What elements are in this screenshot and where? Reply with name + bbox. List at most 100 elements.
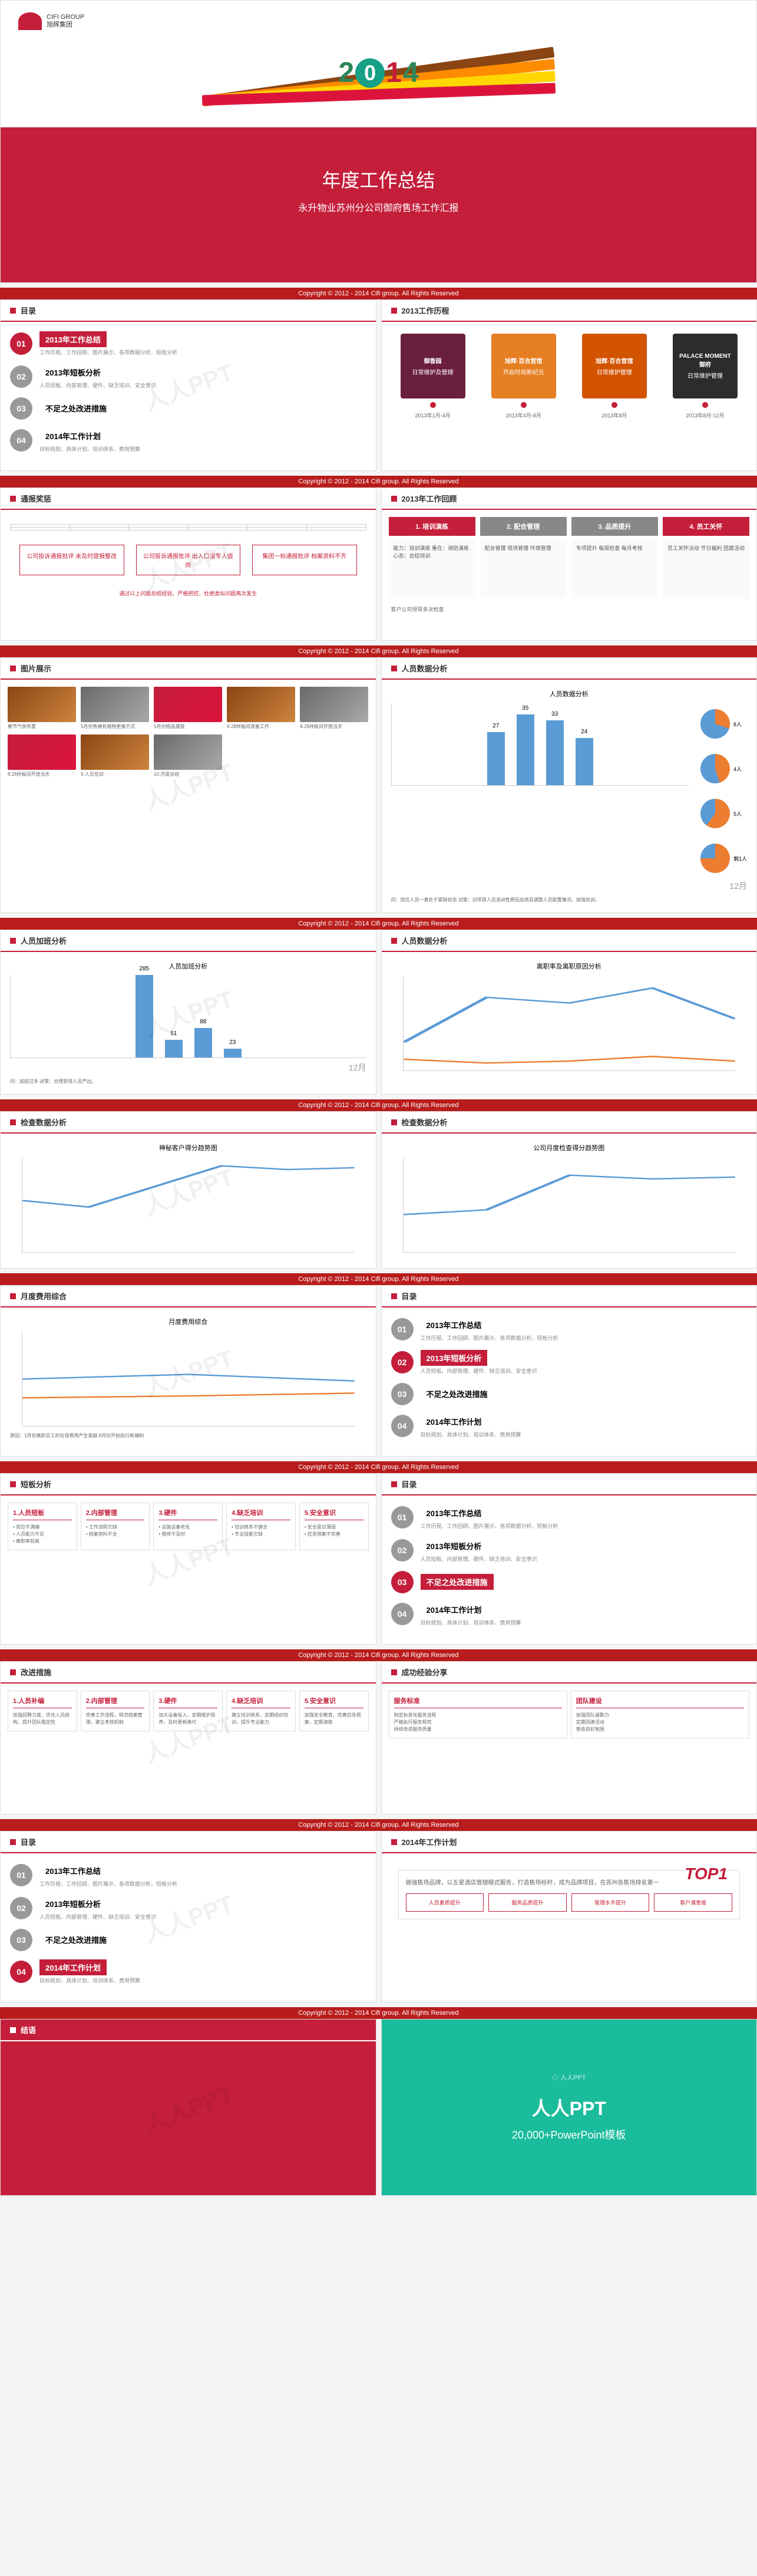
cover-title: 年度工作总结 [298,166,458,193]
review-col: 4. 员工关怀员工关怀活动 节日福利 团建活动 [663,517,749,598]
review-body: 专项提升 每周检查 每月考核 [571,539,658,598]
photo-wrap: 9.人员培训 [81,734,149,778]
toc-item: 01 2013年工作总结 工作历程、工作回顾、图片展示、各项数据分析、短板分析 [10,1863,366,1887]
toc-num: 04 [391,1415,414,1437]
pie-icon [700,754,730,783]
toc-main: 2013年工作总结 [421,1317,488,1333]
toc-num: 02 [391,1539,414,1562]
toc-item: 04 2014年工作计划 目标规划、具体计划、培训体系、费用预算 [391,1414,748,1438]
s12-note: 原因：1月份离职员工的社保费用产生差额 8月份开始执行新编制 [10,1432,366,1439]
photo-wrap: 5月份售楼处植物更换方式 [81,687,149,730]
toc2-header: 目录 [402,1290,417,1302]
tl-date: 2013年8月-12月 [673,411,738,419]
timeline-slide: 2013工作历程 御香园日常维护及管理 2013年1月-4月旭辉·百合宫馆开启时… [381,299,757,471]
toc-num: 04 [10,429,32,452]
copyright-bar: Copyright © 2012 - 2014 Cifi group. All … [0,645,757,657]
toc-num: 01 [10,1864,32,1886]
plan-item: 人员素质提升 [406,1893,484,1912]
abox-head: 团队建设 [576,1696,744,1708]
s5-slide: 2013年工作回顾 1. 培训演练能力：培训演练 重在：消防演练 心态：总结培训… [381,487,757,641]
timeline-card: PALACE MOMENT 御府日常维护管理 2013年8月-12月 [673,334,738,419]
toc-num: 01 [391,1506,414,1529]
toc-num: 03 [10,397,32,420]
s4-slide: 人人PPT 通报奖惩 公司投诉通报批评 未及时提报整改公司投诉通报批评 出入口没… [0,487,376,641]
cover-subtitle: 永升物业苏州分公司御府售场工作汇报 [298,200,458,214]
bar: 285 [135,975,153,1058]
year-1: 1 [386,57,402,89]
copyright-bar: Copyright © 2012 - 2014 Cifi group. All … [0,1461,757,1473]
s3-header: 2013工作历程 [402,305,449,316]
abox-head: 3.硬件 [158,1696,217,1708]
s12-title: 月度费用综合 [10,1317,366,1326]
abox-body: 完善工作流程，规范档案管理，建立考核机制 [86,1712,145,1726]
pie-label: 剩1人 [733,855,747,862]
plan-item: 客户满意度 [654,1893,732,1912]
s17-slide: 成功经验分享 服务标准制定标准化服务流程严格执行服务规范持续改进服务质量团队建设… [381,1661,757,1814]
analysis-box: 2.内部管理完善工作流程，规范档案管理，建立考核机制 [81,1691,150,1731]
copyright-bar: Copyright © 2012 - 2014 Cifi group. All … [0,918,757,930]
s12-slide: 人人PPT 月度费用综合 月度费用综合 原因：1月份离职员工的社保费用产生差额 … [0,1285,376,1457]
s19-header: 2014年工作计划 [402,1836,457,1847]
abox-body: • 设施设备老化• 维修不及时 [158,1524,217,1538]
bar-label: 51 [170,1030,177,1037]
toc-text: 2013年短板分析 人员短板、内部管理、硬件、缺乏培训、安全意识 [421,1538,748,1563]
photo-item [81,687,149,722]
bar: 27 [487,732,505,785]
award-table [10,524,366,531]
s7-header: 人员数据分析 [402,663,448,674]
toc-item: 01 2013年工作总结 工作历程、工作回顾、图片展示、各项数据分析、短板分析 [391,1317,748,1342]
pie-icon [700,799,730,828]
bar-label: 88 [200,1019,206,1025]
review-body: 配合管理 现场管理 环境管理 [480,539,567,598]
pie-icon [700,844,730,873]
cover-title-block: 年度工作总结 永升物业苏州分公司御府售场工作汇报 [298,166,458,214]
toc-text: 不足之处改进措施 [421,1386,748,1403]
toc4-header: 目录 [21,1836,36,1847]
pie-wrap: 4人 [700,754,747,783]
review-body: 能力：培训演练 重在：消防演练 心态：总结培训 [389,539,475,598]
s7-slide: 人员数据分析 人员数据分析 27353324 8人4人5人剩1人 12月 问：岗… [381,657,757,913]
logo-text: CIFI GROUP 旭辉集团 [47,14,84,29]
photo-wrap: 春节气氛布置 [8,687,76,730]
toc-text: 2014年工作计划 目标规划、具体计划、培训体系、费用预算 [421,1414,748,1438]
pie-icon [700,709,730,739]
s7-month: 12月 [391,880,748,892]
toc-text: 2014年工作计划 目标规划、具体计划、培训体系、费用预算 [39,428,366,453]
toc-num: 03 [391,1571,414,1593]
analysis-box: 团队建设加强团队凝聚力定期团建活动营造良好氛围 [571,1691,749,1738]
logo-sub: 旭辉集团 [47,21,84,29]
bar: 33 [546,720,564,785]
abox-head: 3.硬件 [158,1508,217,1520]
photo-item [8,734,76,770]
toc-item: 03 不足之处改进措施 [10,397,366,420]
toc-item: 02 2013年短板分析 人员短板、内部管理、硬件、缺乏培训、安全意识 [10,1896,366,1921]
s16-slide: 人人PPT 改进措施 1.人员补编加强招聘力度，优化人员结构，提升团队稳定性2.… [0,1661,376,1814]
plan-item: 管理水平提升 [571,1893,650,1912]
toc-sub: 人员短板、内部管理、硬件、缺乏培训、安全意识 [39,381,366,389]
s10-chart [22,1158,355,1253]
review-col: 3. 品质提升专项提升 每周检查 每月考核 [571,517,658,598]
abox-head: 5.安全意识 [305,1696,363,1708]
s16-header: 改进措施 [21,1666,51,1678]
photo-item [300,687,368,722]
plan-item: 服务品质提升 [488,1893,567,1912]
photo-cap: 8.28样板间开放当天 [300,723,368,730]
analysis-box: 4.缺乏培训• 培训体系不健全• 专业技能欠缺 [226,1503,296,1550]
review-head: 3. 品质提升 [571,517,658,536]
toc-text: 2013年工作总结 工作历程、工作回顾、图片展示、各项数据分析、短板分析 [421,1505,748,1530]
toc-sub: 人员短板、内部管理、硬件、缺乏培训、安全意识 [421,1367,748,1375]
toc-text: 2013年工作总结 工作历程、工作回顾、图片展示、各项数据分析、短板分析 [39,331,366,356]
s12-chart [22,1332,355,1427]
tl-box: 旭辉·百合宫馆日常维护管理 [582,334,647,398]
bar-label: 24 [581,729,587,735]
toc-main: 2013年工作总结 [421,1505,488,1521]
bar-label: 35 [522,705,528,711]
tl-date: 2013年8月 [582,411,647,419]
s4-header: 通报奖惩 [21,493,51,504]
s9-title: 离职率及离职原因分析 [391,961,748,971]
abox-head: 1.人员补编 [13,1696,72,1708]
toc-sub: 工作历程、工作回顾、图片展示、各项数据分析、短板分析 [39,348,366,356]
abox-head: 4.缺乏培训 [232,1696,290,1708]
toc-item: 01 2013年工作总结 工作历程、工作回顾、图片展示、各项数据分析、短板分析 [10,331,366,356]
bar: 24 [576,738,593,785]
